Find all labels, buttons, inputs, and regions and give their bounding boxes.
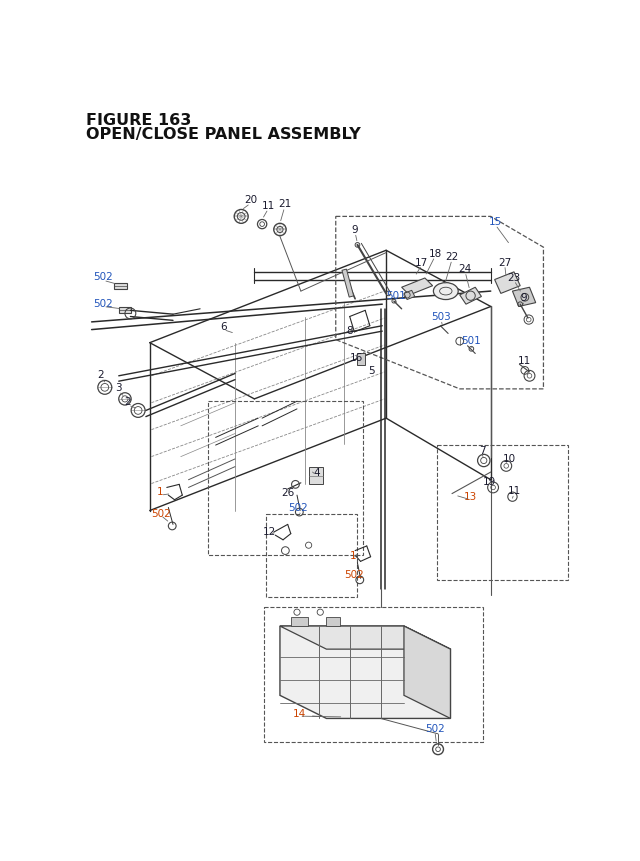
- Text: 12: 12: [262, 526, 276, 536]
- Polygon shape: [280, 626, 451, 649]
- Text: 502: 502: [425, 723, 445, 733]
- Text: 22: 22: [445, 251, 459, 262]
- Polygon shape: [460, 288, 481, 305]
- Text: 1: 1: [157, 486, 164, 497]
- Polygon shape: [402, 279, 433, 295]
- Text: 13: 13: [464, 492, 477, 501]
- Text: 27: 27: [498, 257, 511, 268]
- Text: 4: 4: [313, 468, 320, 478]
- Bar: [114, 283, 127, 289]
- Text: 1: 1: [349, 550, 356, 561]
- Text: 16: 16: [350, 352, 364, 362]
- Text: 11: 11: [508, 486, 520, 495]
- Text: 26: 26: [281, 487, 294, 498]
- Polygon shape: [495, 273, 520, 294]
- Ellipse shape: [433, 283, 458, 300]
- Text: 18: 18: [428, 248, 442, 258]
- Text: 7: 7: [479, 446, 486, 456]
- Text: 502: 502: [289, 502, 308, 512]
- Text: 17: 17: [415, 257, 428, 268]
- Text: FIGURE 163: FIGURE 163: [86, 113, 191, 127]
- Text: 10: 10: [503, 454, 516, 463]
- Text: 3: 3: [115, 383, 122, 393]
- Polygon shape: [404, 626, 451, 719]
- Bar: [326, 617, 340, 626]
- Polygon shape: [280, 626, 451, 719]
- Bar: [291, 617, 308, 626]
- Text: 502: 502: [151, 508, 170, 518]
- Text: 502: 502: [93, 271, 113, 282]
- Bar: [436, 446, 568, 580]
- Text: 5: 5: [368, 366, 374, 376]
- Text: 502: 502: [344, 569, 364, 579]
- Text: 11: 11: [262, 201, 275, 211]
- Text: 19: 19: [483, 477, 496, 486]
- Text: 6: 6: [220, 321, 227, 331]
- Text: 23: 23: [508, 273, 520, 283]
- Text: 502: 502: [93, 298, 113, 308]
- Text: 2: 2: [125, 397, 131, 406]
- Bar: [208, 402, 363, 555]
- Text: 503: 503: [431, 312, 451, 321]
- Text: 501: 501: [387, 291, 406, 300]
- Text: 15: 15: [489, 217, 502, 226]
- Bar: [309, 468, 323, 485]
- Text: 21: 21: [278, 199, 291, 209]
- Text: 11: 11: [518, 356, 531, 366]
- Polygon shape: [513, 288, 536, 307]
- Text: 501: 501: [461, 335, 481, 345]
- Text: 9: 9: [352, 225, 358, 234]
- Text: 24: 24: [458, 263, 472, 274]
- Bar: [264, 607, 483, 741]
- Text: OPEN/CLOSE PANEL ASSEMBLY: OPEN/CLOSE PANEL ASSEMBLY: [86, 127, 361, 141]
- Text: 9: 9: [520, 293, 527, 303]
- Text: 2: 2: [98, 370, 104, 380]
- Polygon shape: [404, 291, 415, 300]
- Bar: [342, 269, 354, 298]
- Bar: [358, 353, 365, 366]
- Text: 14: 14: [292, 709, 306, 718]
- Bar: [119, 308, 131, 314]
- Text: 20: 20: [244, 195, 257, 205]
- Bar: [266, 514, 358, 597]
- Text: 8: 8: [346, 326, 353, 336]
